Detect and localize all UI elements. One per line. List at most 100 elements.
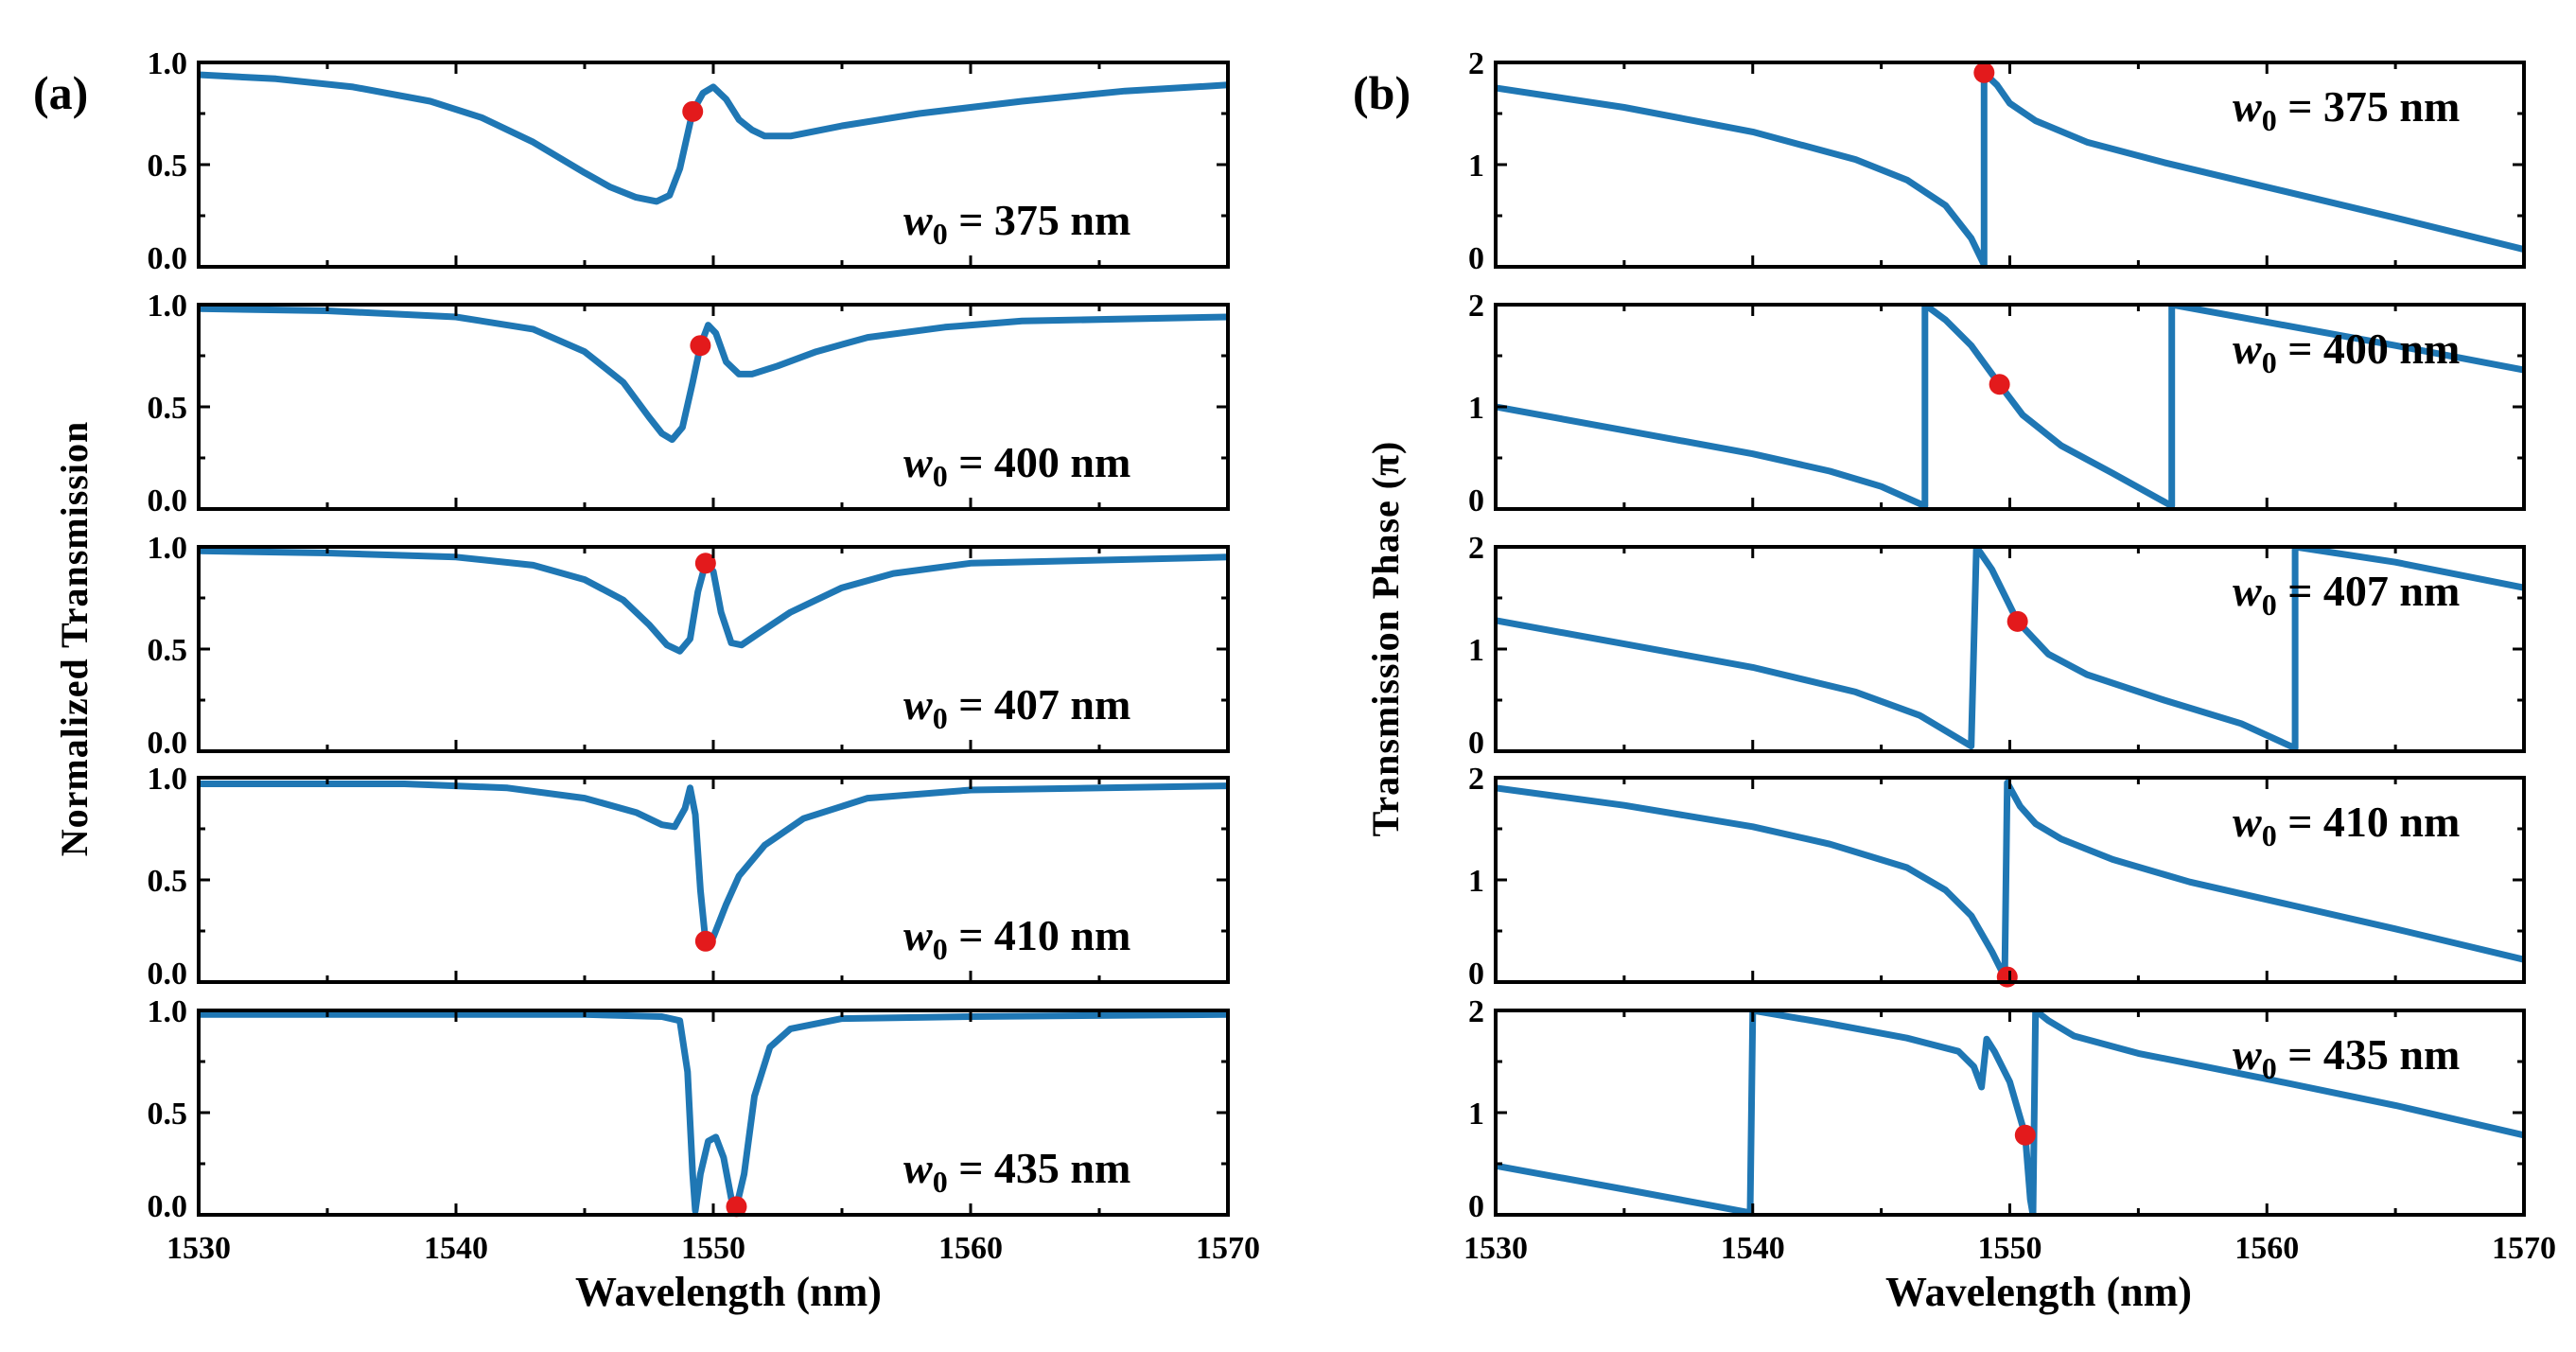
width-label-value: = 375 nm [948,196,1131,244]
y-tick-label: 1 [1468,633,1484,668]
data-series-line [199,1010,1228,1215]
panel-label: (b) [1353,66,1411,119]
width-label-sub: 0 [933,701,948,735]
width-label: w0 = 407 nm [903,680,1130,735]
width-label-var: w [2233,1030,2262,1079]
x-tick-label: 1530 [166,1231,231,1266]
width-label-sub: 0 [2262,818,2277,852]
x-tick-label: 1570 [2492,1231,2556,1266]
marker-point [2006,610,2028,632]
width-label-sub: 0 [933,932,948,966]
y-tick-label: 1 [1468,1097,1484,1132]
width-label-var: w [903,1144,933,1192]
y-tick-label: 0 [1468,1189,1484,1224]
x-tick-label: 1570 [1196,1231,1260,1266]
width-label-value: = 375 nm [2277,82,2461,131]
marker-point [682,100,704,122]
width-label: w0 = 410 nm [903,911,1130,966]
panel-label: (a) [33,66,88,119]
y-tick-label: 0.5 [148,149,188,184]
y-tick-label: 1.0 [148,531,188,566]
y-tick-label: 2 [1468,994,1484,1029]
width-label-sub: 0 [2262,103,2277,137]
width-label: w0 = 375 nm [903,196,1130,251]
x-axis-title: Wavelength (nm) [575,1269,882,1315]
width-label: w0 = 435 nm [2233,1030,2460,1085]
data-series-line [1496,305,2524,509]
width-label: w0 = 410 nm [2233,798,2460,852]
width-label-var: w [903,196,933,244]
y-tick-label: 0.5 [148,633,188,668]
x-tick-label: 1550 [681,1231,745,1266]
marker-point [1996,966,2018,988]
width-label-value: = 400 nm [948,438,1131,486]
y-tick-label: 0.0 [148,1189,188,1224]
width-label: w0 = 400 nm [903,438,1130,493]
y-tick-label: 2 [1468,46,1484,81]
x-tick-label: 1550 [1978,1231,2042,1266]
subplot-1: 0.0 0.5 1.0 w0 = 375 nm [148,46,1230,276]
x-tick-label: 1560 [938,1231,1003,1266]
data-series-line [1496,1010,2524,1215]
y-tick-label: 2 [1468,762,1484,797]
subplot-2: 0.0 0.5 1.0 w0 = 400 nm [148,289,1230,518]
x-tick-label: 1540 [1721,1231,1785,1266]
width-label-value: = 410 nm [948,911,1131,959]
marker-point [694,930,716,952]
y-tick-label: 1.0 [148,46,188,81]
y-tick-label: 0.5 [148,391,188,426]
y-tick-label: 0 [1468,483,1484,518]
y-axis-title: Transmission Phase (π) [1364,441,1407,837]
y-tick-label: 0 [1468,241,1484,276]
data-series-line [199,71,1228,205]
width-label: w0 = 435 nm [903,1144,1130,1199]
width-label-var: w [2233,325,2262,373]
marker-point [2014,1124,2036,1146]
width-label: w0 = 400 nm [2233,325,2460,379]
y-tick-label: 0.0 [148,957,188,992]
y-tick-label: 2 [1468,289,1484,324]
width-label-sub: 0 [2262,345,2277,379]
data-series-line [1496,779,2524,981]
width-label-sub: 0 [2262,1051,2277,1085]
y-tick-label: 0.5 [148,864,188,899]
width-label: w0 = 375 nm [2233,82,2460,137]
width-label-value: = 407 nm [948,680,1131,729]
marker-point [690,335,711,357]
width-label-value: = 435 nm [948,1144,1131,1192]
y-tick-label: 0.5 [148,1097,188,1132]
data-series-line [199,305,1228,444]
marker-point [1973,61,1995,83]
width-label-var: w [2233,82,2262,131]
y-tick-label: 0.0 [148,483,188,518]
y-tick-label: 1.0 [148,994,188,1029]
width-label-var: w [903,438,933,486]
y-tick-label: 0.0 [148,241,188,276]
subplot-3: 0.0 0.5 1.0 w0 = 407 nm [148,531,1230,761]
x-tick-label: 1540 [424,1231,488,1266]
width-label-value: = 410 nm [2277,798,2461,846]
width-label-var: w [2233,567,2262,615]
width-label-value: = 400 nm [2277,325,2461,373]
y-tick-label: 0.0 [148,726,188,761]
width-label-var: w [2233,798,2262,846]
marker-point [694,553,716,574]
y-axis-title: Normalized Transmission [53,421,96,856]
width-label-sub: 0 [933,459,948,493]
width-label-var: w [903,911,933,959]
panel-a: (a)0.00.51.0w0 = 375 nm0.00.51.0w0 = 400… [33,46,1260,1315]
y-tick-label: 1 [1468,391,1484,426]
width-label-sub: 0 [2262,588,2277,622]
marker-point [726,1196,747,1218]
width-label-value: = 407 nm [2277,567,2461,615]
width-label-value: = 435 nm [2277,1030,2461,1079]
width-label: w0 = 407 nm [2233,567,2460,622]
subplot-5: 0.0 0.5 1.0 w0 = 435 nm [148,994,1230,1224]
x-tick-label: 1560 [2234,1231,2299,1266]
